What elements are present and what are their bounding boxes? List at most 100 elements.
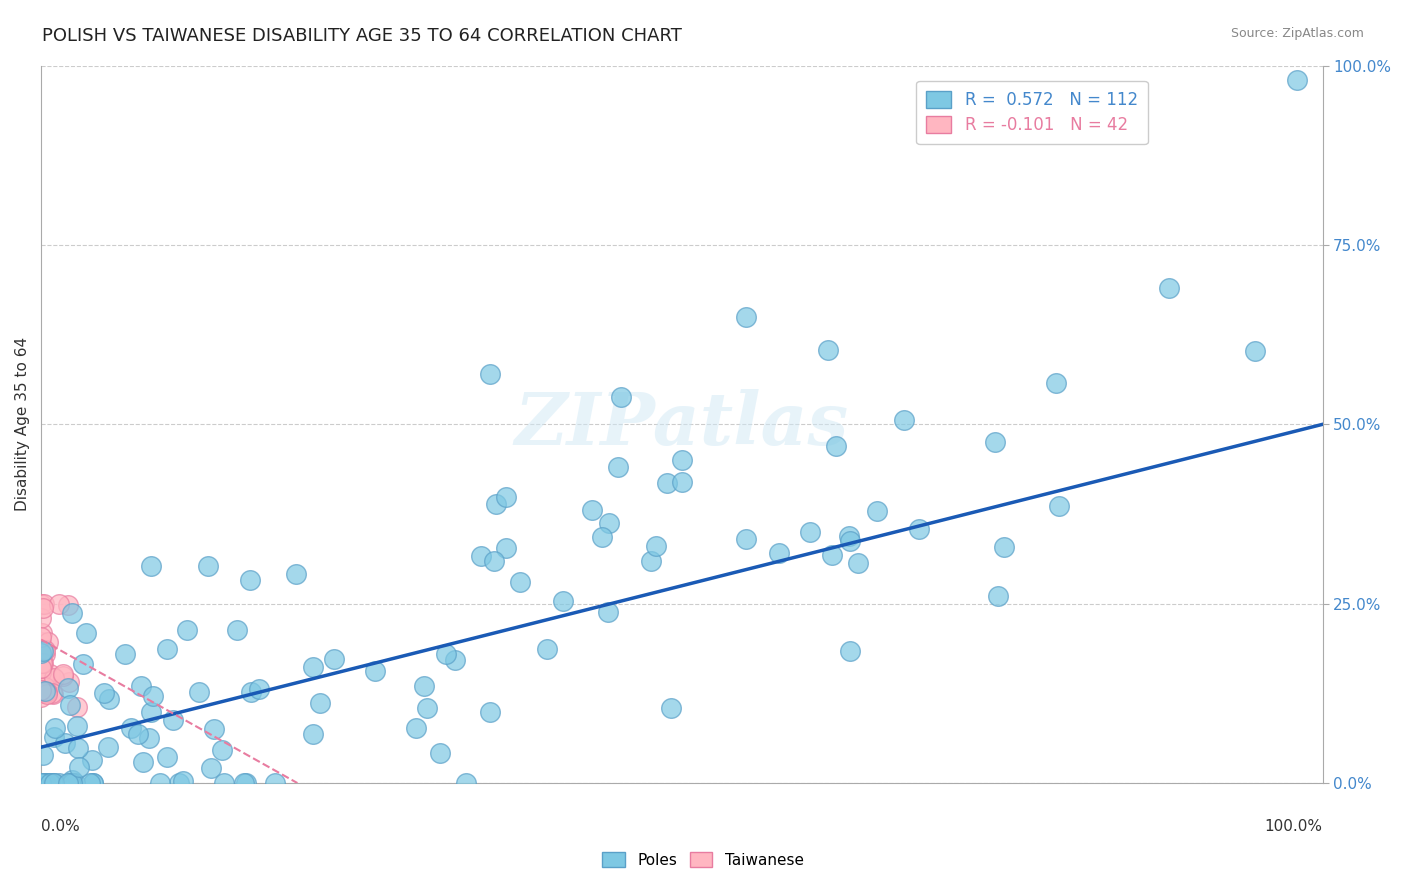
Point: [35, 687, 58, 701]
Point: [53, 736, 76, 750]
Point: [30, 665, 52, 679]
Point: [187, 685, 209, 699]
Point: [509, 575, 531, 590]
Point: [162, 713, 184, 727]
Text: ZIPatlas: ZIPatlas: [515, 389, 849, 460]
Point: [44, 776, 66, 790]
Point: [37, 685, 59, 699]
Point: [34, 680, 56, 694]
Point: [30, 690, 52, 704]
Point: [72, 657, 94, 671]
Point: [114, 647, 136, 661]
Point: [30, 646, 52, 660]
Point: [987, 589, 1010, 603]
Point: [65, 776, 87, 790]
Point: [536, 642, 558, 657]
Point: [120, 721, 142, 735]
Text: POLISH VS TAIWANESE DISABILITY AGE 35 TO 64 CORRELATION CHART: POLISH VS TAIWANESE DISABILITY AGE 35 TO…: [42, 27, 682, 45]
Point: [479, 706, 502, 720]
Point: [364, 664, 387, 678]
Point: [32, 776, 55, 790]
Point: [30, 644, 52, 658]
Point: [866, 503, 889, 517]
Point: [44, 721, 66, 735]
Point: [31, 657, 53, 671]
Point: [30, 683, 52, 698]
Point: [97, 740, 120, 755]
Point: [42, 776, 65, 790]
Point: [799, 524, 821, 539]
Point: [60, 772, 83, 787]
Point: [591, 531, 613, 545]
Legend: Poles, Taiwanese: Poles, Taiwanese: [595, 844, 811, 875]
Point: [1285, 73, 1308, 87]
Point: [495, 491, 517, 505]
Point: [132, 755, 155, 769]
Point: [598, 516, 620, 530]
Point: [98, 692, 121, 706]
Point: [30, 683, 52, 698]
Point: [640, 554, 662, 568]
Point: [200, 761, 222, 775]
Point: [838, 644, 860, 658]
Point: [34, 643, 56, 657]
Point: [66, 700, 89, 714]
Point: [484, 497, 506, 511]
Point: [302, 727, 325, 741]
Point: [30, 655, 52, 669]
Point: [239, 573, 262, 587]
Point: [31, 686, 53, 700]
Point: [264, 776, 287, 790]
Point: [155, 642, 177, 657]
Point: [645, 539, 668, 553]
Point: [416, 700, 439, 714]
Point: [309, 696, 332, 710]
Point: [176, 623, 198, 637]
Point: [34, 776, 56, 790]
Point: [31, 597, 53, 611]
Point: [39, 667, 62, 681]
Point: [907, 522, 929, 536]
Point: [31, 625, 53, 640]
Point: [42, 776, 65, 790]
Point: [30, 661, 52, 675]
Point: [671, 453, 693, 467]
Point: [30, 635, 52, 649]
Point: [32, 644, 55, 658]
Point: [821, 548, 844, 562]
Point: [35, 685, 58, 699]
Point: [30, 641, 52, 656]
Point: [32, 597, 55, 611]
Point: [34, 683, 56, 698]
Point: [838, 529, 860, 543]
Point: [893, 413, 915, 427]
Point: [225, 623, 247, 637]
Point: [56, 598, 79, 612]
Point: [42, 672, 65, 686]
Point: [82, 776, 104, 790]
Point: [413, 679, 436, 693]
Point: [129, 679, 152, 693]
Point: [31, 681, 53, 695]
Point: [551, 594, 574, 608]
Point: [824, 439, 846, 453]
Text: 0.0%: 0.0%: [41, 819, 80, 834]
Point: [323, 652, 346, 666]
Point: [1045, 376, 1067, 390]
Point: [75, 626, 97, 640]
Point: [197, 558, 219, 573]
Point: [1243, 344, 1265, 359]
Point: [56, 776, 79, 790]
Legend: R =  0.572   N = 112, R = -0.101   N = 42: R = 0.572 N = 112, R = -0.101 N = 42: [917, 81, 1147, 145]
Point: [67, 760, 90, 774]
Point: [434, 647, 457, 661]
Point: [405, 721, 427, 735]
Point: [598, 605, 620, 619]
Point: [30, 610, 52, 624]
Point: [581, 503, 603, 517]
Point: [202, 722, 225, 736]
Point: [32, 747, 55, 762]
Point: [66, 719, 89, 733]
Point: [58, 675, 80, 690]
Point: [79, 776, 101, 790]
